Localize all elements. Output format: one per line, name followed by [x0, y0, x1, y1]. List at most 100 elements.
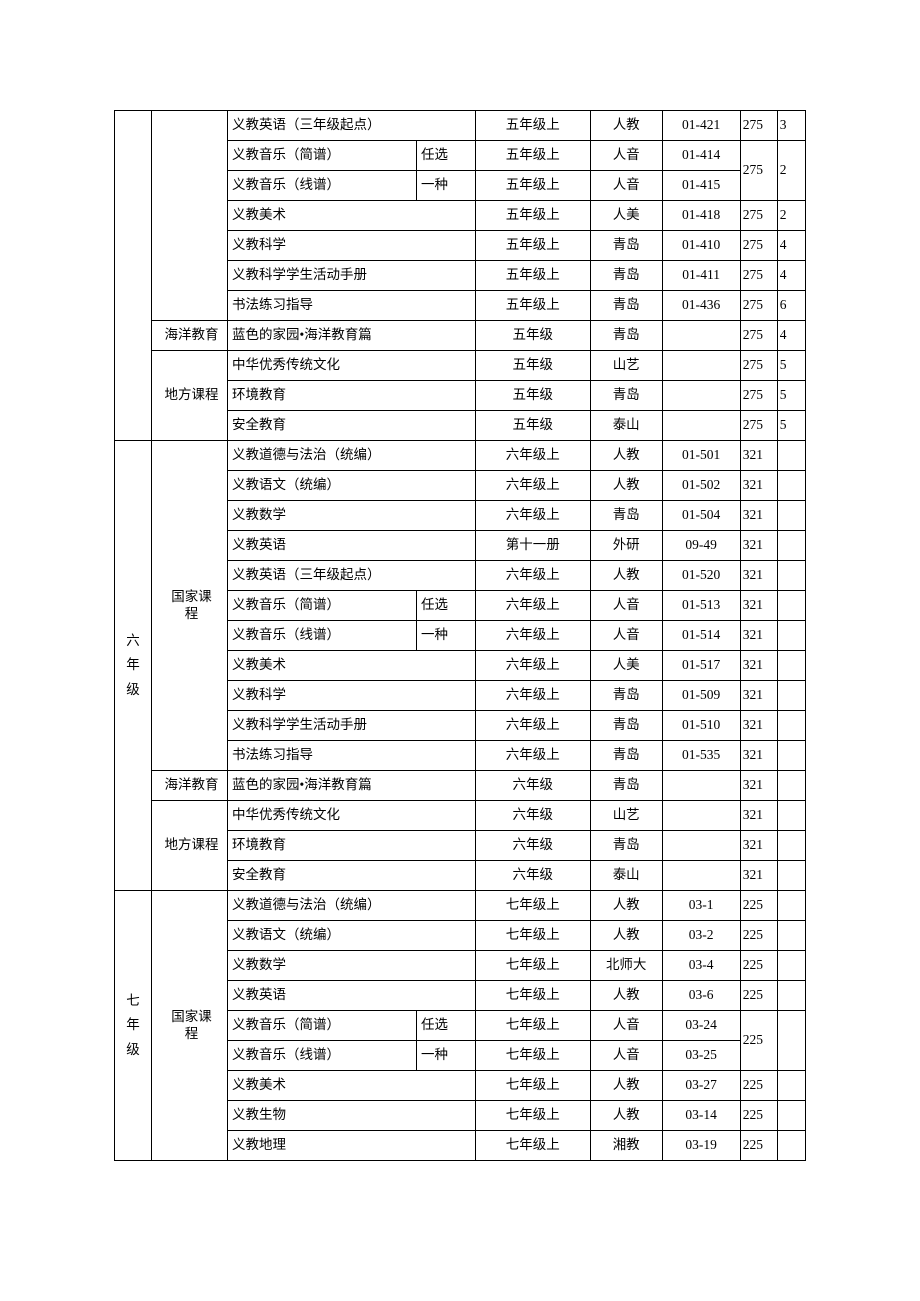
term-cell: 五年级上 — [475, 291, 590, 321]
grade-cell: 六年级 — [115, 441, 152, 891]
category-cell — [151, 111, 227, 321]
subject-cell: 义教数学 — [227, 951, 475, 981]
category-cell: 海洋教育 — [151, 771, 227, 801]
publisher-cell: 湘教 — [590, 1131, 662, 1161]
subject-cell: 环境教育 — [227, 381, 475, 411]
subject-cell: 义教道德与法治（统编） — [227, 441, 475, 471]
qty-cell: 321 — [740, 771, 777, 801]
publisher-cell: 人教 — [590, 1101, 662, 1131]
term-cell: 第十一册 — [475, 531, 590, 561]
publisher-cell: 青岛 — [590, 231, 662, 261]
num-cell — [777, 471, 805, 501]
qty-cell: 275 — [740, 141, 777, 201]
code-cell: 01-410 — [662, 231, 740, 261]
term-cell: 五年级上 — [475, 261, 590, 291]
subject-cell: 义教英语（三年级起点） — [227, 111, 475, 141]
publisher-cell: 外研 — [590, 531, 662, 561]
num-cell: 4 — [777, 321, 805, 351]
subject-cell: 义教科学学生活动手册 — [227, 261, 475, 291]
num-cell — [777, 1131, 805, 1161]
num-cell — [777, 861, 805, 891]
qty-cell: 321 — [740, 441, 777, 471]
num-cell: 4 — [777, 231, 805, 261]
opt-cell: 任选 — [417, 1011, 476, 1041]
code-cell — [662, 831, 740, 861]
subject-cell: 中华优秀传统文化 — [227, 801, 475, 831]
code-cell: 01-510 — [662, 711, 740, 741]
subject-cell: 蓝色的家园•海洋教育篇 — [227, 321, 475, 351]
term-cell: 六年级上 — [475, 471, 590, 501]
opt-cell: 一种 — [417, 171, 476, 201]
term-cell: 五年级上 — [475, 141, 590, 171]
subject-cell: 义教音乐（简谱） — [227, 1011, 416, 1041]
num-cell: 3 — [777, 111, 805, 141]
code-cell: 09-49 — [662, 531, 740, 561]
subject-cell: 蓝色的家园•海洋教育篇 — [227, 771, 475, 801]
term-cell: 五年级 — [475, 381, 590, 411]
num-cell — [777, 831, 805, 861]
num-cell: 6 — [777, 291, 805, 321]
subject-cell: 义教音乐（线谱） — [227, 1041, 416, 1071]
publisher-cell: 人教 — [590, 441, 662, 471]
subject-cell: 安全教育 — [227, 861, 475, 891]
opt-cell: 一种 — [417, 1041, 476, 1071]
publisher-cell: 人教 — [590, 471, 662, 501]
qty-cell: 321 — [740, 471, 777, 501]
publisher-cell: 青岛 — [590, 261, 662, 291]
subject-cell: 中华优秀传统文化 — [227, 351, 475, 381]
code-cell: 01-520 — [662, 561, 740, 591]
qty-cell: 321 — [740, 501, 777, 531]
category-cell: 国家课程 — [151, 891, 227, 1161]
qty-cell: 225 — [740, 951, 777, 981]
code-cell: 01-514 — [662, 621, 740, 651]
code-cell: 03-24 — [662, 1011, 740, 1041]
num-cell — [777, 1101, 805, 1131]
publisher-cell: 青岛 — [590, 711, 662, 741]
qty-cell: 321 — [740, 591, 777, 621]
num-cell — [777, 951, 805, 981]
subject-cell: 义教语文（统编） — [227, 921, 475, 951]
term-cell: 五年级上 — [475, 111, 590, 141]
publisher-cell: 人教 — [590, 981, 662, 1011]
code-cell: 01-421 — [662, 111, 740, 141]
code-cell: 01-517 — [662, 651, 740, 681]
subject-cell: 义教生物 — [227, 1101, 475, 1131]
code-cell: 01-501 — [662, 441, 740, 471]
code-cell: 03-14 — [662, 1101, 740, 1131]
publisher-cell: 人音 — [590, 171, 662, 201]
num-cell: 4 — [777, 261, 805, 291]
subject-cell: 义教科学 — [227, 231, 475, 261]
grade-cell — [115, 111, 152, 441]
code-cell — [662, 381, 740, 411]
publisher-cell: 人教 — [590, 111, 662, 141]
num-cell — [777, 561, 805, 591]
publisher-cell: 泰山 — [590, 861, 662, 891]
num-cell — [777, 1011, 805, 1071]
num-cell — [777, 891, 805, 921]
term-cell: 五年级上 — [475, 171, 590, 201]
qty-cell: 225 — [740, 1131, 777, 1161]
qty-cell: 225 — [740, 981, 777, 1011]
term-cell: 六年级上 — [475, 681, 590, 711]
term-cell: 六年级上 — [475, 501, 590, 531]
table-row: 海洋教育蓝色的家园•海洋教育篇六年级青岛321 — [115, 771, 806, 801]
subject-cell: 书法练习指导 — [227, 741, 475, 771]
term-cell: 六年级上 — [475, 621, 590, 651]
term-cell: 六年级上 — [475, 711, 590, 741]
opt-cell: 一种 — [417, 621, 476, 651]
code-cell: 01-415 — [662, 171, 740, 201]
subject-cell: 义教音乐（线谱） — [227, 621, 416, 651]
textbook-table: 义教英语（三年级起点）五年级上人教01-4212753义教音乐（简谱）任选五年级… — [114, 110, 806, 1161]
qty-cell: 225 — [740, 1011, 777, 1071]
qty-cell: 225 — [740, 1101, 777, 1131]
code-cell: 01-504 — [662, 501, 740, 531]
publisher-cell: 青岛 — [590, 681, 662, 711]
code-cell: 01-513 — [662, 591, 740, 621]
table-row: 海洋教育蓝色的家园•海洋教育篇五年级青岛2754 — [115, 321, 806, 351]
num-cell — [777, 711, 805, 741]
qty-cell: 275 — [740, 381, 777, 411]
num-cell: 5 — [777, 411, 805, 441]
opt-cell: 任选 — [417, 141, 476, 171]
qty-cell: 321 — [740, 861, 777, 891]
code-cell: 03-2 — [662, 921, 740, 951]
